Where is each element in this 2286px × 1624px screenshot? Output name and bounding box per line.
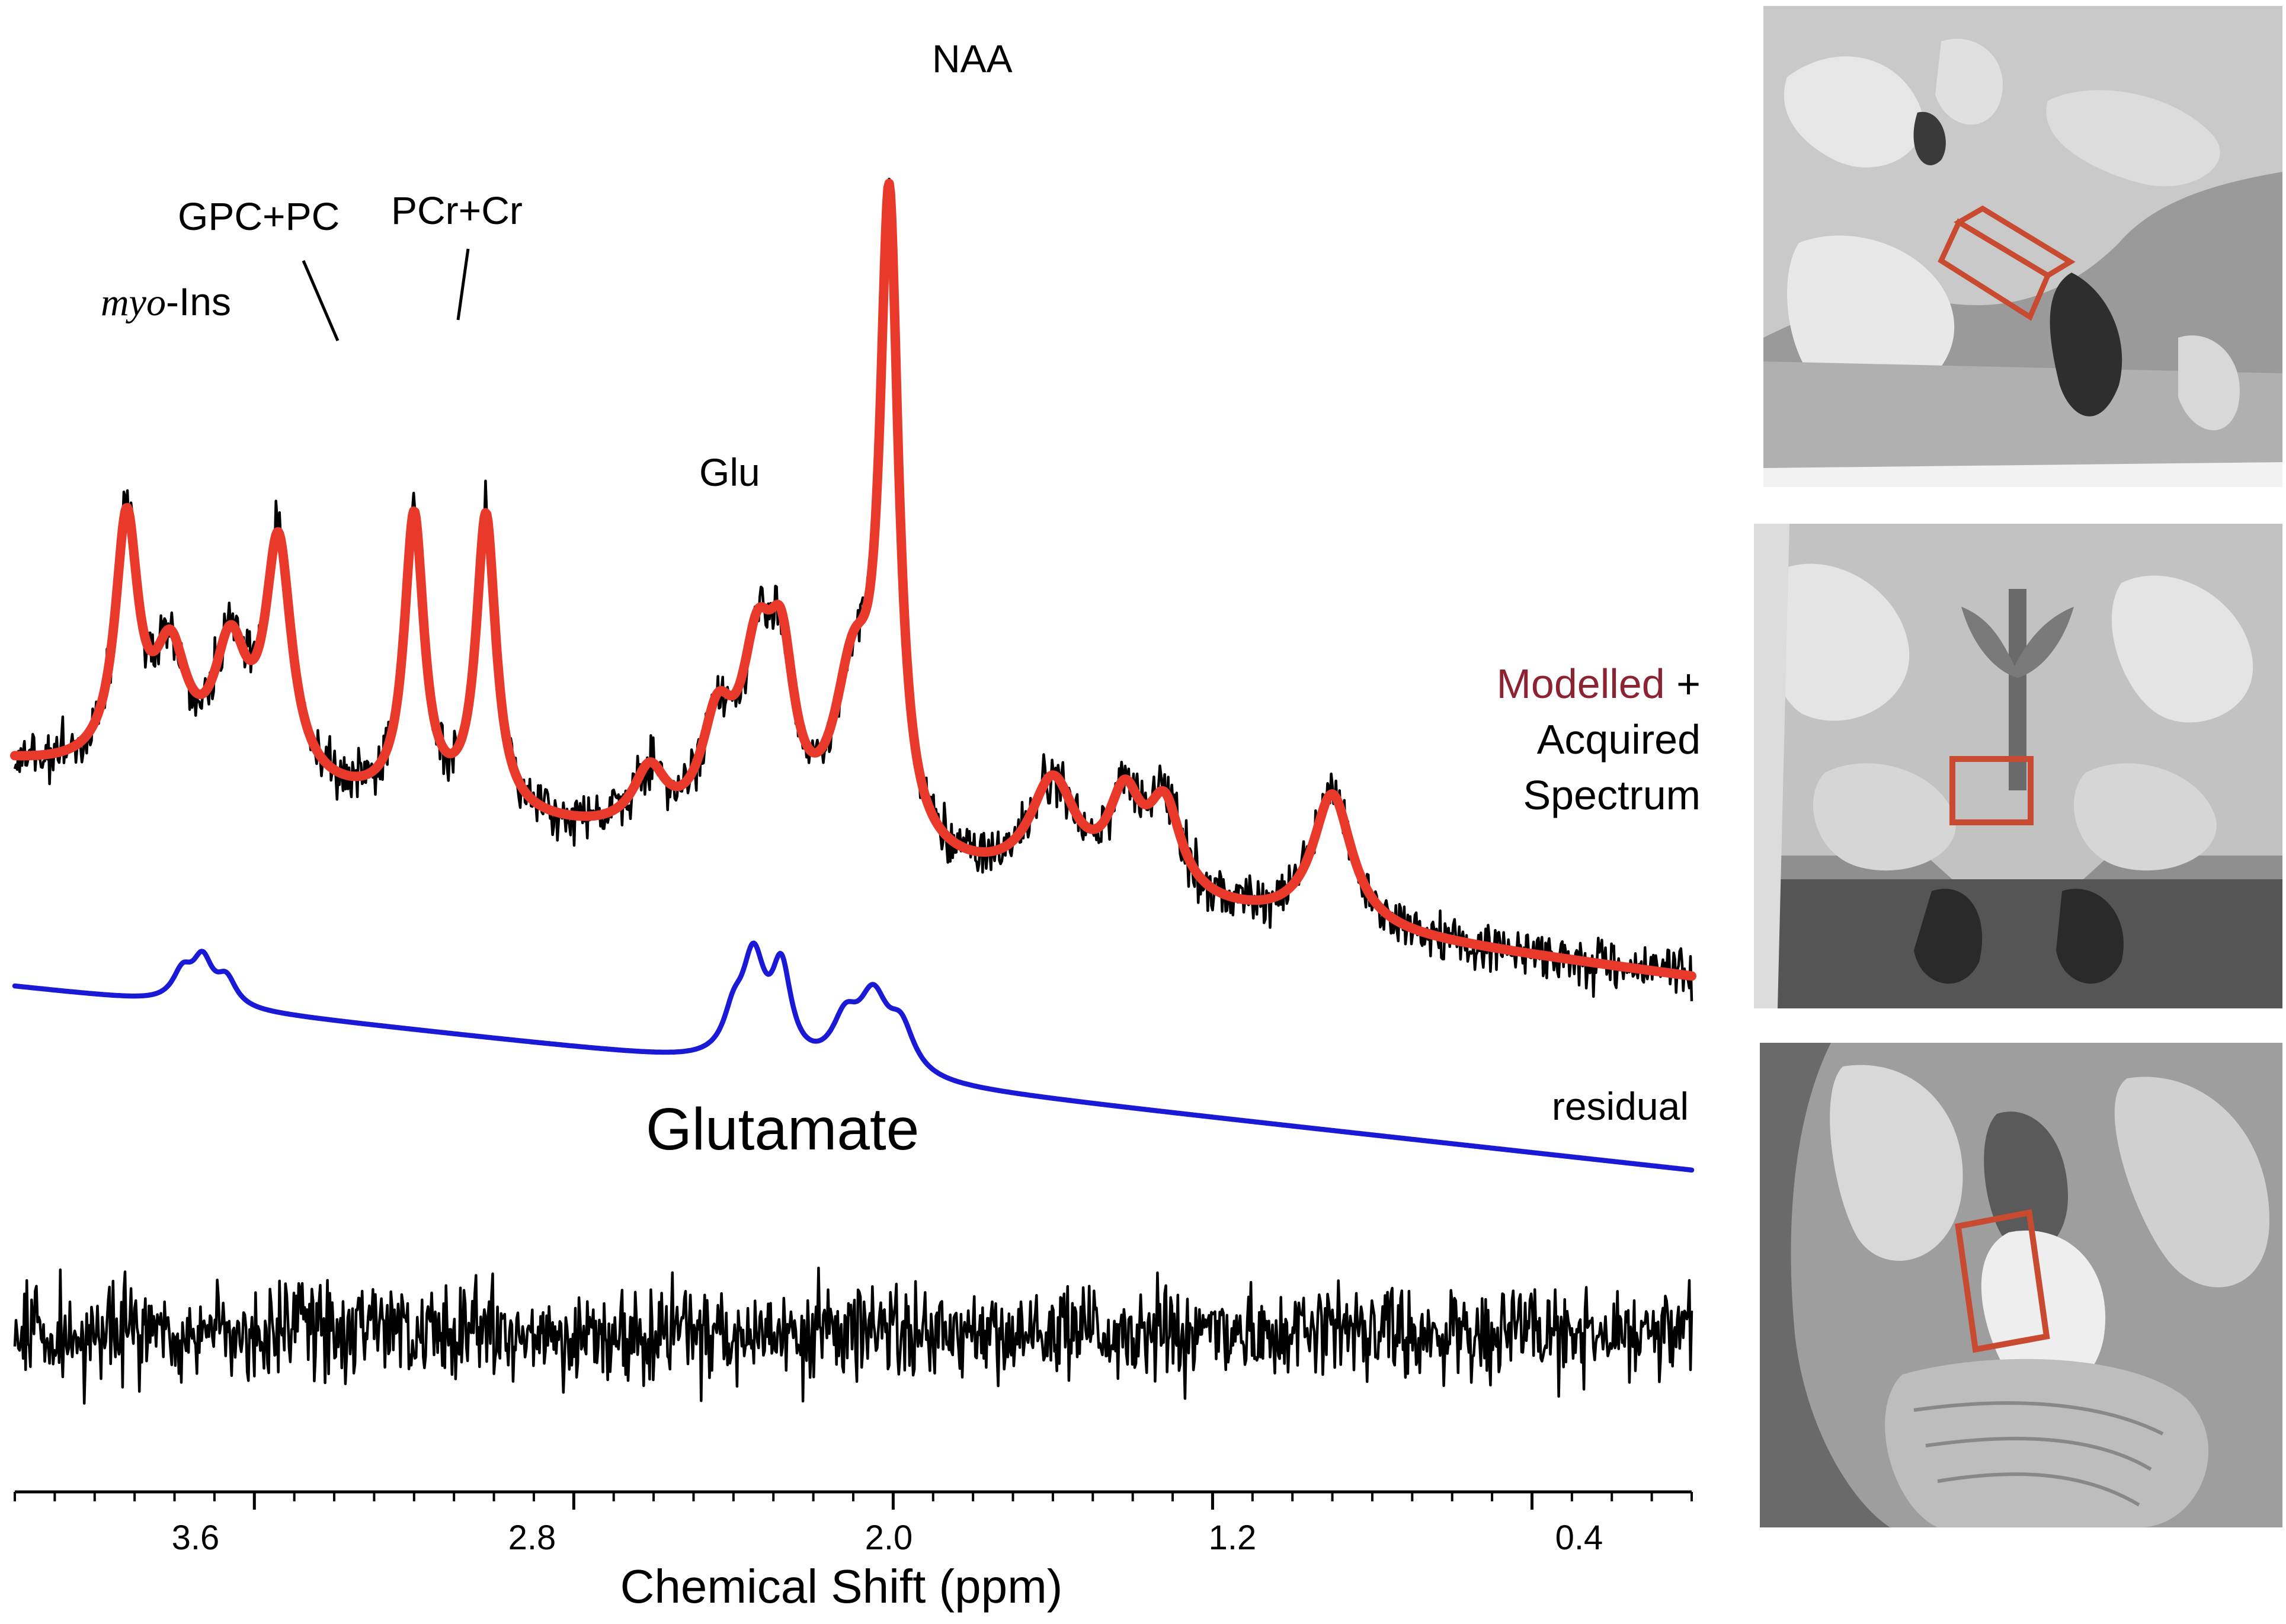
legend-plus: + (1665, 661, 1701, 707)
x-tick-label-2.0: 2.0 (865, 1519, 913, 1557)
peak-label-glu: Glu (699, 450, 760, 494)
legend-acquired: Acquired (1537, 716, 1701, 763)
peak-leader-pcr-cr (456, 248, 470, 321)
legend-glutamate: Glutamate (646, 1096, 919, 1162)
voxel-box-axial (1955, 1209, 2050, 1353)
x-tick-label-0.4: 0.4 (1555, 1519, 1603, 1557)
x-tick-label-1.2: 1.2 (1209, 1519, 1257, 1557)
peak-leader-gpc-pc (302, 260, 340, 341)
x-tick-label-3.6: 3.6 (172, 1519, 220, 1557)
legend-modelled-acquired: Modelled + (1497, 661, 1701, 707)
mri-sagittal-image (1763, 6, 2282, 487)
x-axis-major-ticks (252, 1492, 1533, 1510)
peak-label-pcr-cr: PCr+Cr (391, 188, 523, 232)
legend-modelled: Modelled (1497, 661, 1665, 707)
glutamate-spectrum-line (12, 940, 1695, 1173)
legend-spectrum: Spectrum (1523, 772, 1701, 818)
peak-label-myo-italic: myo (101, 281, 166, 324)
peak-label-naa: NAA (932, 37, 1013, 81)
modelled-spectrum-line (10, 178, 1696, 981)
legend-residual: residual (1552, 1084, 1689, 1128)
mri-coronal-image (1754, 524, 2282, 1008)
residual-line (13, 1266, 1693, 1405)
voxel-box-coronal (1949, 756, 2034, 825)
peak-label-gpc-pc: GPC+PC (178, 194, 340, 238)
x-axis-label: Chemical Shift (ppm) (620, 1560, 1063, 1613)
peak-label-myo-ins: myo-Ins (101, 280, 231, 324)
x-tick-label-2.8: 2.8 (508, 1519, 556, 1557)
mri-axial-image (1760, 1043, 2282, 1527)
peak-label-ins: -Ins (166, 280, 231, 323)
